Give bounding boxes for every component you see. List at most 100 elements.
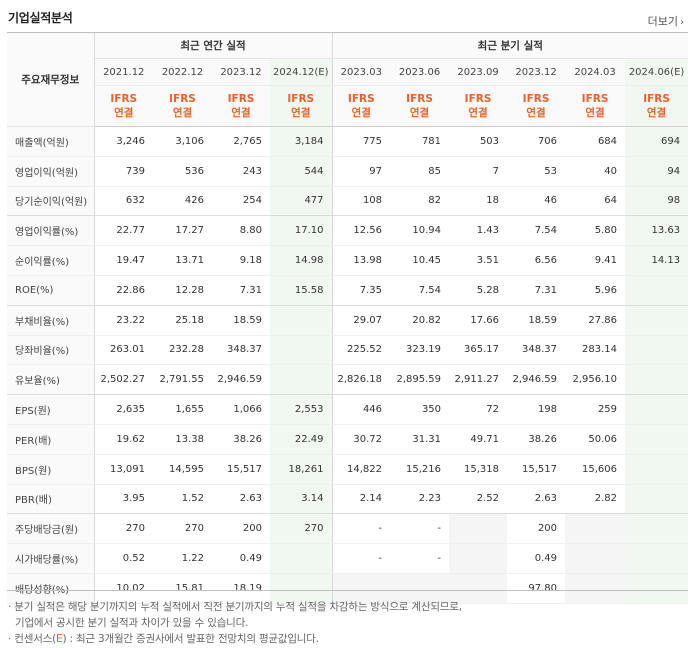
accounting-standard-header: IFRS 연결	[565, 85, 626, 127]
table-cell	[331, 573, 391, 604]
table-cell: 2,826.18	[331, 364, 391, 396]
table-cell	[270, 305, 333, 336]
table-cell: 2.63	[507, 484, 566, 515]
table-cell: 27.86	[565, 305, 626, 336]
table-cell: 684	[565, 126, 626, 157]
consolidated-label: 연결	[291, 107, 311, 119]
table-cell	[449, 543, 508, 574]
table-cell: 53	[507, 156, 566, 187]
table-cell: 200	[212, 513, 270, 545]
table-cell: 2,791.55	[153, 364, 212, 396]
table-cell: 232.28	[153, 335, 212, 366]
ifrs-label: IFRS	[406, 93, 433, 105]
table-cell: 10.94	[390, 215, 450, 247]
table-cell: 23.22	[94, 305, 153, 336]
ifrs-label: IFRS	[287, 93, 315, 105]
more-link[interactable]: 더보기 ›	[648, 13, 684, 29]
table-cell: 0.52	[94, 543, 153, 574]
consolidated-label: 연결	[114, 107, 134, 119]
table-cell	[625, 275, 689, 306]
table-cell: 2.14	[331, 484, 391, 515]
table-cell: 13.63	[625, 215, 689, 247]
table-row: 부채비율(%) 23.22 25.18 18.59 29.07 20.82 17.66 18.…	[7, 305, 689, 336]
table-cell: 18	[449, 186, 508, 217]
table-cell: 12.28	[153, 275, 212, 306]
table-cell: 15,318	[449, 454, 508, 485]
table-cell: 243	[212, 156, 270, 187]
table-cell	[270, 543, 333, 574]
table-cell: 14,822	[331, 454, 391, 485]
table-cell: 72	[449, 394, 508, 425]
table-cell	[625, 513, 689, 545]
table-cell: 1,655	[153, 394, 212, 425]
table-cell: 3,184	[270, 126, 333, 157]
consolidated-label: 연결	[172, 107, 193, 119]
table-cell: 477	[270, 186, 333, 217]
table-cell: 2,635	[94, 394, 153, 425]
table-cell: 14.98	[270, 245, 333, 276]
table-cell: 2.82	[565, 484, 626, 515]
table-cell: 98	[625, 186, 689, 217]
table-cell	[625, 454, 689, 485]
table-cell: 25.18	[153, 305, 212, 336]
row-label: PER(배)	[7, 424, 95, 455]
period-header: 2021.12	[94, 58, 153, 86]
table-cell: 739	[94, 156, 153, 187]
table-cell: 50.06	[565, 424, 626, 455]
table-cell: 270	[153, 513, 212, 545]
period-header: 2023.12	[507, 58, 566, 86]
table-cell: 198	[507, 394, 566, 425]
table-cell: 31.31	[390, 424, 450, 455]
table-cell: 14,595	[153, 454, 212, 485]
table-cell: 2,956.10	[565, 364, 626, 396]
table-cell: 1.43	[449, 215, 508, 247]
table-cell: -	[390, 543, 450, 574]
table-cell: 12.56	[331, 215, 391, 247]
table-cell: 15,606	[565, 454, 626, 485]
table-row: 영업이익(억원) 739 536 243 544 97 85 7 53 40 94	[7, 156, 689, 187]
table-cell: 97.80	[507, 573, 566, 604]
accounting-standard-header: IFRS 연결	[153, 85, 212, 127]
footnotes: · 분기 실적은 해당 분기까지의 누적 실적에서 직전 분기까지의 누적 실적…	[8, 599, 462, 647]
table-cell: 5.28	[449, 275, 508, 306]
table-bottom-border	[7, 590, 688, 591]
ifrs-label: IFRS	[347, 93, 375, 105]
table-cell: 200	[507, 513, 566, 545]
accounting-standard-header: IFRS 연결	[390, 85, 450, 127]
period-header: 2023.09	[449, 58, 508, 86]
table-top-border	[7, 32, 688, 33]
table-cell: 775	[331, 126, 391, 157]
table-cell: -	[331, 513, 391, 545]
table-cell: 7.31	[507, 275, 566, 306]
table-cell: 263.01	[94, 335, 153, 366]
table-cell: 64	[565, 186, 626, 217]
table-cell: 14.13	[625, 245, 689, 276]
table-cell: 2,895.59	[390, 364, 450, 396]
table-cell: 9.18	[212, 245, 270, 276]
table-cell	[270, 335, 333, 366]
table-row: 주당배당금(원) 270 270 200 270- -200	[7, 513, 689, 545]
table-cell: 2.63	[212, 484, 270, 515]
table-row: PER(배) 19.62 13.38 38.26 22.49 30.72 31.31 49.7…	[7, 424, 689, 455]
table-cell: 2,946.59	[507, 364, 566, 396]
table-cell: 15,517	[212, 454, 270, 485]
ifrs-label: IFRS	[581, 93, 609, 105]
table-cell: 365.17	[449, 335, 508, 366]
table-cell: 2,911.27	[449, 364, 508, 396]
table-cell: 97	[331, 156, 391, 187]
table-cell: 7.54	[390, 275, 450, 306]
table-row: 배당성향(%) 10.02 15.81 18.19 97.80	[7, 573, 689, 604]
table-cell: 22.49	[270, 424, 333, 455]
table-cell: 10.02	[94, 573, 153, 604]
consolidated-label: 연결	[351, 107, 371, 119]
table-row: ROE(%) 22.86 12.28 7.31 15.58 7.35 7.54 5.28 7.3…	[7, 275, 689, 306]
table-cell: 5.96	[565, 275, 626, 306]
table-cell: 22.86	[94, 275, 153, 306]
table-cell: 2,553	[270, 394, 333, 425]
period-header: 2024.03	[565, 58, 626, 86]
table-cell	[449, 573, 508, 604]
table-cell: 20.82	[390, 305, 450, 336]
more-link-label: 더보기	[647, 15, 678, 28]
table-cell: 0.49	[507, 543, 566, 574]
ifrs-label: IFRS	[110, 93, 138, 105]
